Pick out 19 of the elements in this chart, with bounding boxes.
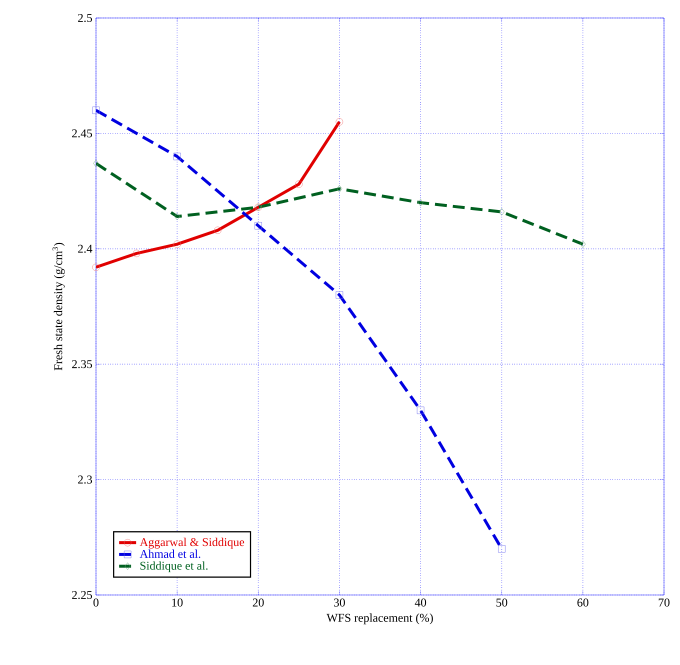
x-tick-label: 30 xyxy=(334,598,345,607)
x-tick-label: 60 xyxy=(577,598,588,607)
x-tick-label: 10 xyxy=(172,598,183,607)
y-tick-label: 2.4 xyxy=(78,244,92,253)
y-tick-label: 2.35 xyxy=(72,360,92,368)
legend-label: Ahmad et al. xyxy=(140,550,200,558)
y-axis-title: Fresh state density (g/cm$^{3}$) xyxy=(52,242,65,370)
x-tick-label: 20 xyxy=(252,598,264,607)
legend-label: Siddique et al. xyxy=(140,561,208,572)
x-axis-title: WFS replacement (%) xyxy=(326,613,433,624)
y-tick-label: 2.45 xyxy=(72,129,92,138)
y-tick-label: 2.3 xyxy=(78,476,92,484)
x-tick-label: 70 xyxy=(658,598,670,607)
x-tick-label: 40 xyxy=(414,598,426,607)
x-tick-label: 0 xyxy=(93,598,99,607)
legend-label: Aggarwal & Siddique xyxy=(140,538,244,549)
y-tick-label: 2.25 xyxy=(72,590,92,600)
x-tick-label: 50 xyxy=(496,598,508,607)
y-tick-label: 2.5 xyxy=(78,14,92,22)
